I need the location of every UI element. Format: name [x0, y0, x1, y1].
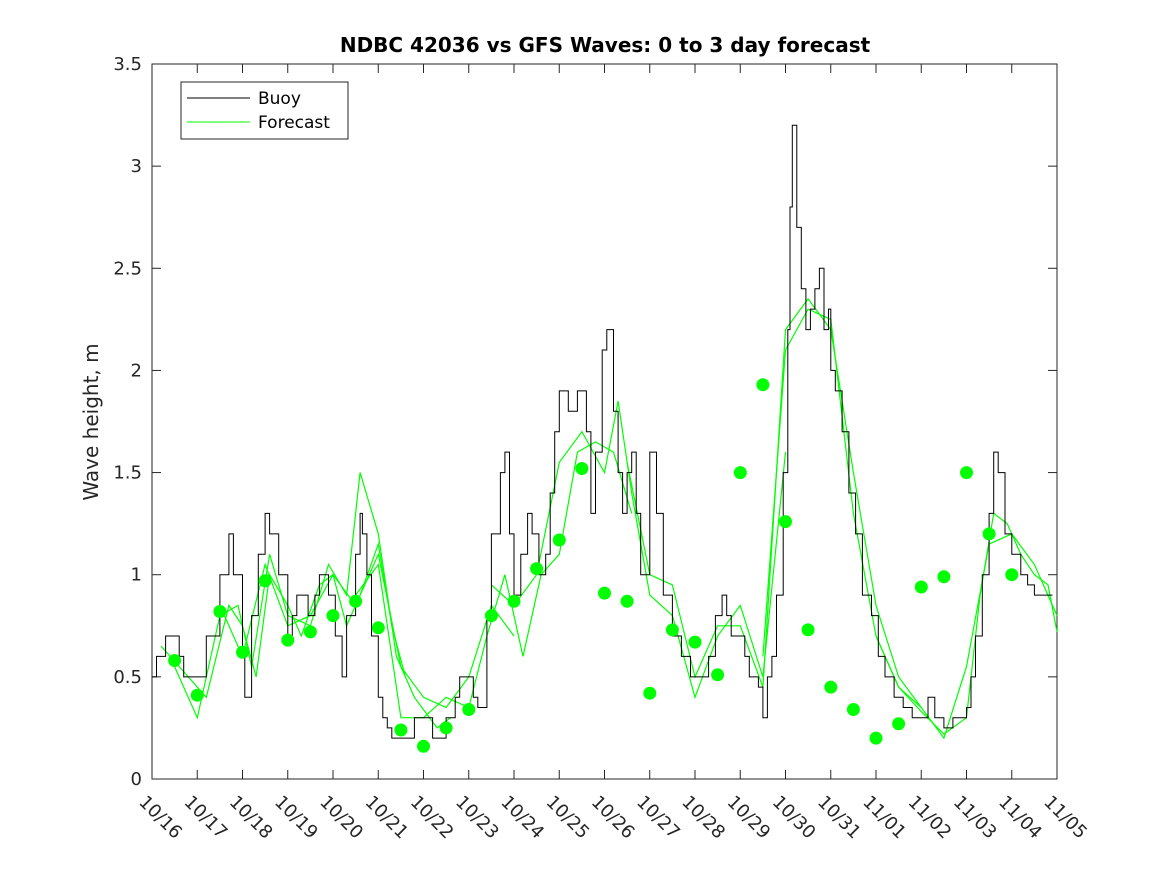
forecast-marker [462, 703, 476, 716]
forecast-marker [824, 680, 838, 694]
forecast-marker [258, 574, 272, 588]
forecast-marker [756, 378, 770, 392]
forecast-marker [530, 562, 544, 576]
forecast-marker [733, 466, 747, 480]
forecast-marker [190, 688, 204, 702]
forecast-marker [1005, 568, 1019, 582]
forecast-marker [937, 570, 951, 584]
y-tick-label: 1.5 [113, 463, 142, 484]
y-tick-label: 3.5 [113, 54, 142, 75]
forecast-marker [394, 723, 408, 737]
plot-area: 00.511.522.533.510/1610/1710/1810/1910/2… [113, 54, 1091, 843]
forecast-marker [914, 580, 928, 594]
forecast-marker [960, 466, 973, 480]
forecast-marker [598, 586, 611, 600]
forecast-marker [575, 462, 589, 475]
forecast-marker [869, 731, 883, 745]
forecast-marker [326, 609, 340, 623]
forecast-marker [711, 668, 725, 682]
forecast-line [875, 512, 1058, 735]
forecast-marker [213, 605, 227, 618]
forecast-marker [688, 635, 702, 649]
y-axis-label: Wave height, m [79, 343, 103, 500]
axes-frame [151, 63, 1058, 780]
forecast-marker [349, 594, 363, 608]
forecast-marker [484, 609, 498, 623]
forecast-marker [439, 721, 453, 735]
forecast-line [160, 541, 406, 699]
forecast-marker [507, 594, 521, 608]
forecast-marker [303, 625, 317, 639]
forecast-marker [168, 654, 182, 667]
forecast-line [490, 400, 787, 700]
forecast-marker [417, 739, 430, 753]
y-tick-label: 1 [131, 565, 142, 586]
chart-title: NDBC 42036 vs GFS Waves: 0 to 3 day fore… [340, 33, 871, 57]
buoy-line [152, 124, 1053, 739]
legend-buoy-label: Buoy [258, 89, 301, 109]
forecast-marker [236, 645, 249, 659]
forecast-marker [801, 623, 815, 637]
y-tick-label: 0 [131, 769, 142, 790]
legend-forecast-label: Forecast [258, 113, 330, 133]
forecast-marker [982, 527, 996, 541]
y-tick-label: 2 [131, 360, 142, 381]
forecast-marker [552, 533, 566, 547]
forecast-marker [643, 686, 657, 700]
y-tick-label: 3 [131, 156, 142, 177]
forecast-line [762, 308, 1058, 740]
y-tick-label: 0.5 [113, 667, 142, 688]
legend: Buoy Forecast [180, 81, 349, 140]
forecast-marker [620, 594, 634, 608]
legend-box [180, 81, 349, 140]
forecast-marker [665, 623, 679, 637]
forecast-marker [846, 703, 860, 716]
y-tick-label: 2.5 [113, 258, 142, 279]
forecast-marker [779, 515, 792, 529]
forecast-marker [892, 717, 906, 731]
forecast-marker [371, 621, 385, 635]
forecast-marker [281, 633, 295, 647]
